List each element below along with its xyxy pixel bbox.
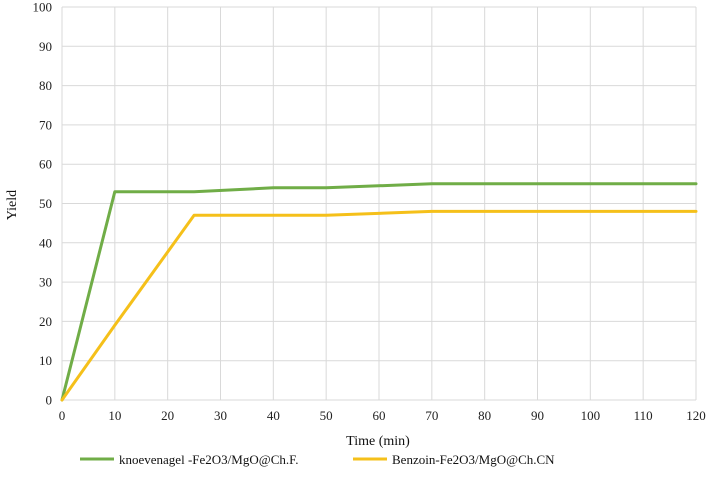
x-tick-label: 10 <box>108 408 121 423</box>
y-tick-label: 10 <box>39 353 52 368</box>
grid-lines <box>61 6 697 401</box>
y-tick-label: 30 <box>39 275 52 290</box>
y-tick-label: 20 <box>39 314 52 329</box>
x-tick-label: 20 <box>161 408 174 423</box>
x-tick-label: 90 <box>531 408 544 423</box>
series-line-1 <box>60 209 698 402</box>
x-tick-label: 0 <box>59 408 66 423</box>
tick-labels: 0 10 20 30 40 50 60 70 80 90 100 0 10 20 30 40 50 60 70 80 9… <box>33 0 706 423</box>
y-axis-title: Yield <box>5 190 20 220</box>
x-tick-label: 60 <box>373 408 386 423</box>
legend: knoevenagel -Fe2O3/MgO@Ch.F. Benzoin-Fe2… <box>80 452 555 467</box>
series-lines <box>60 182 698 402</box>
y-tick-label: 0 <box>46 393 53 408</box>
y-tick-label: 50 <box>39 196 52 211</box>
x-tick-label: 50 <box>320 408 333 423</box>
series-line-0 <box>60 182 698 402</box>
y-tick-label: 60 <box>39 157 52 172</box>
x-tick-label: 100 <box>581 408 601 423</box>
y-tick-label: 40 <box>39 235 52 250</box>
y-tick-label: 80 <box>39 78 52 93</box>
x-tick-label: 120 <box>686 408 706 423</box>
y-tick-label: 70 <box>39 117 52 132</box>
y-tick-label: 90 <box>39 39 52 54</box>
x-axis-title: Time (min) <box>346 434 410 449</box>
legend-label-knoevenagel: knoevenagel -Fe2O3/MgO@Ch.F. <box>119 452 299 467</box>
x-tick-label: 80 <box>478 408 491 423</box>
legend-label-benzoin: Benzoin-Fe2O3/MgO@Ch.CN <box>392 452 555 467</box>
x-tick-label: 70 <box>425 408 438 423</box>
x-tick-label: 110 <box>634 408 653 423</box>
y-tick-label: 100 <box>33 0 53 15</box>
x-tick-label: 30 <box>214 408 227 423</box>
x-tick-label: 40 <box>267 408 280 423</box>
